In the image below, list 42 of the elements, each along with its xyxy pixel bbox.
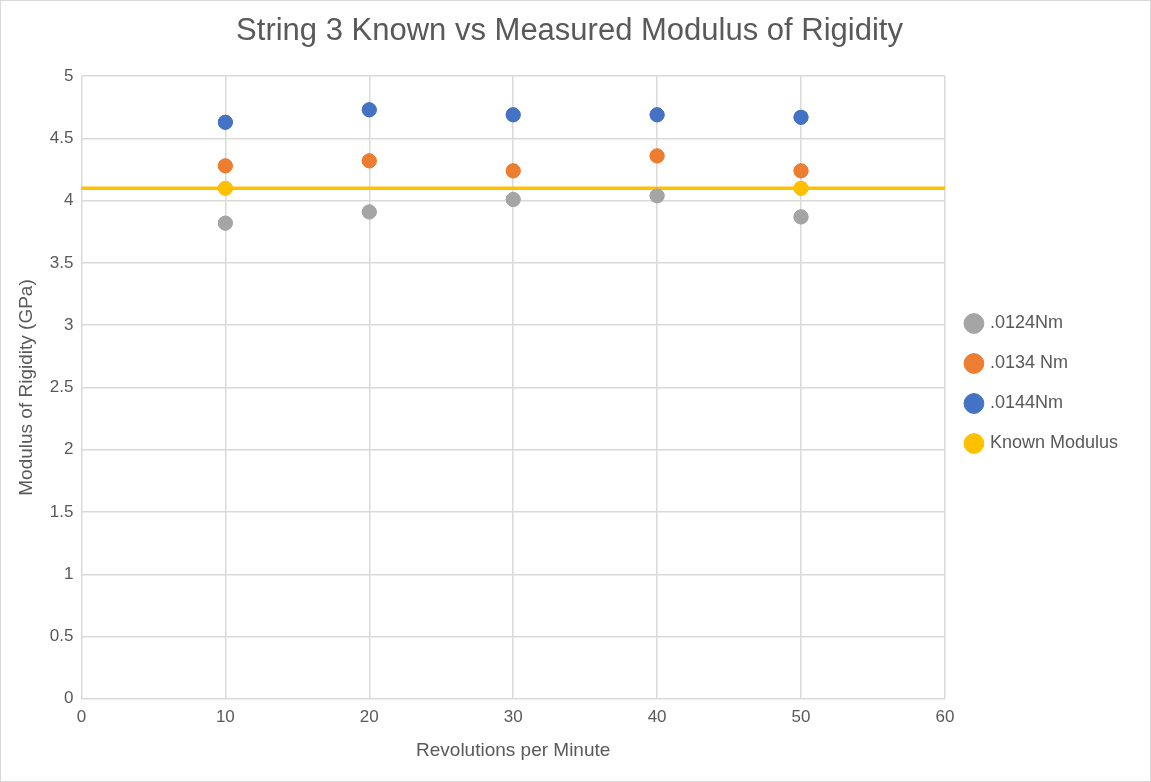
point <box>793 209 809 225</box>
x-tick-label: 30 <box>503 706 523 726</box>
point <box>217 114 233 130</box>
legend-label: .0124Nm <box>989 312 1063 333</box>
x-axis-title: Revolutions per Minute <box>416 738 611 760</box>
legend-label: .0144Nm <box>989 392 1063 413</box>
y-tick-label: 0.5 <box>49 626 74 646</box>
chart-title: String 3 Known vs Measured Modulus of Rigidity <box>236 12 904 48</box>
point <box>217 215 233 231</box>
point <box>793 163 809 179</box>
y-tick-label: 3 <box>63 314 74 334</box>
y-tick-label: 1 <box>63 563 74 583</box>
legend-label: Known Modulus <box>989 432 1118 453</box>
y-tick-label: 0 <box>63 688 74 708</box>
point <box>793 180 809 196</box>
y-tick-label: 4 <box>63 190 74 210</box>
y-tick-label: 3.5 <box>49 252 74 272</box>
x-tick-label: 50 <box>791 706 811 726</box>
x-tick-label: 20 <box>359 706 379 726</box>
legend-label: .0134 Nm <box>989 352 1068 373</box>
y-tick-label: 2.5 <box>49 377 74 397</box>
y-tick-label: 4.5 <box>49 128 74 148</box>
x-tick-label: 40 <box>647 706 667 726</box>
point <box>505 191 521 207</box>
point <box>217 158 233 174</box>
point <box>361 153 377 169</box>
point <box>505 163 521 179</box>
y-tick-label: 5 <box>63 65 74 85</box>
point <box>649 188 665 204</box>
point <box>649 107 665 123</box>
point <box>361 204 377 220</box>
y-axis-title: Modulus of Rigidity (GPa) <box>14 279 36 496</box>
x-tick-label: 60 <box>935 706 955 726</box>
point <box>217 180 233 196</box>
point <box>505 107 521 123</box>
y-tick-label: 2 <box>63 439 74 459</box>
x-tick-label: 0 <box>76 706 87 726</box>
point <box>793 109 809 125</box>
point <box>649 148 665 164</box>
point <box>361 102 377 118</box>
y-tick-label: 1.5 <box>49 501 74 521</box>
x-tick-label: 10 <box>215 706 235 726</box>
